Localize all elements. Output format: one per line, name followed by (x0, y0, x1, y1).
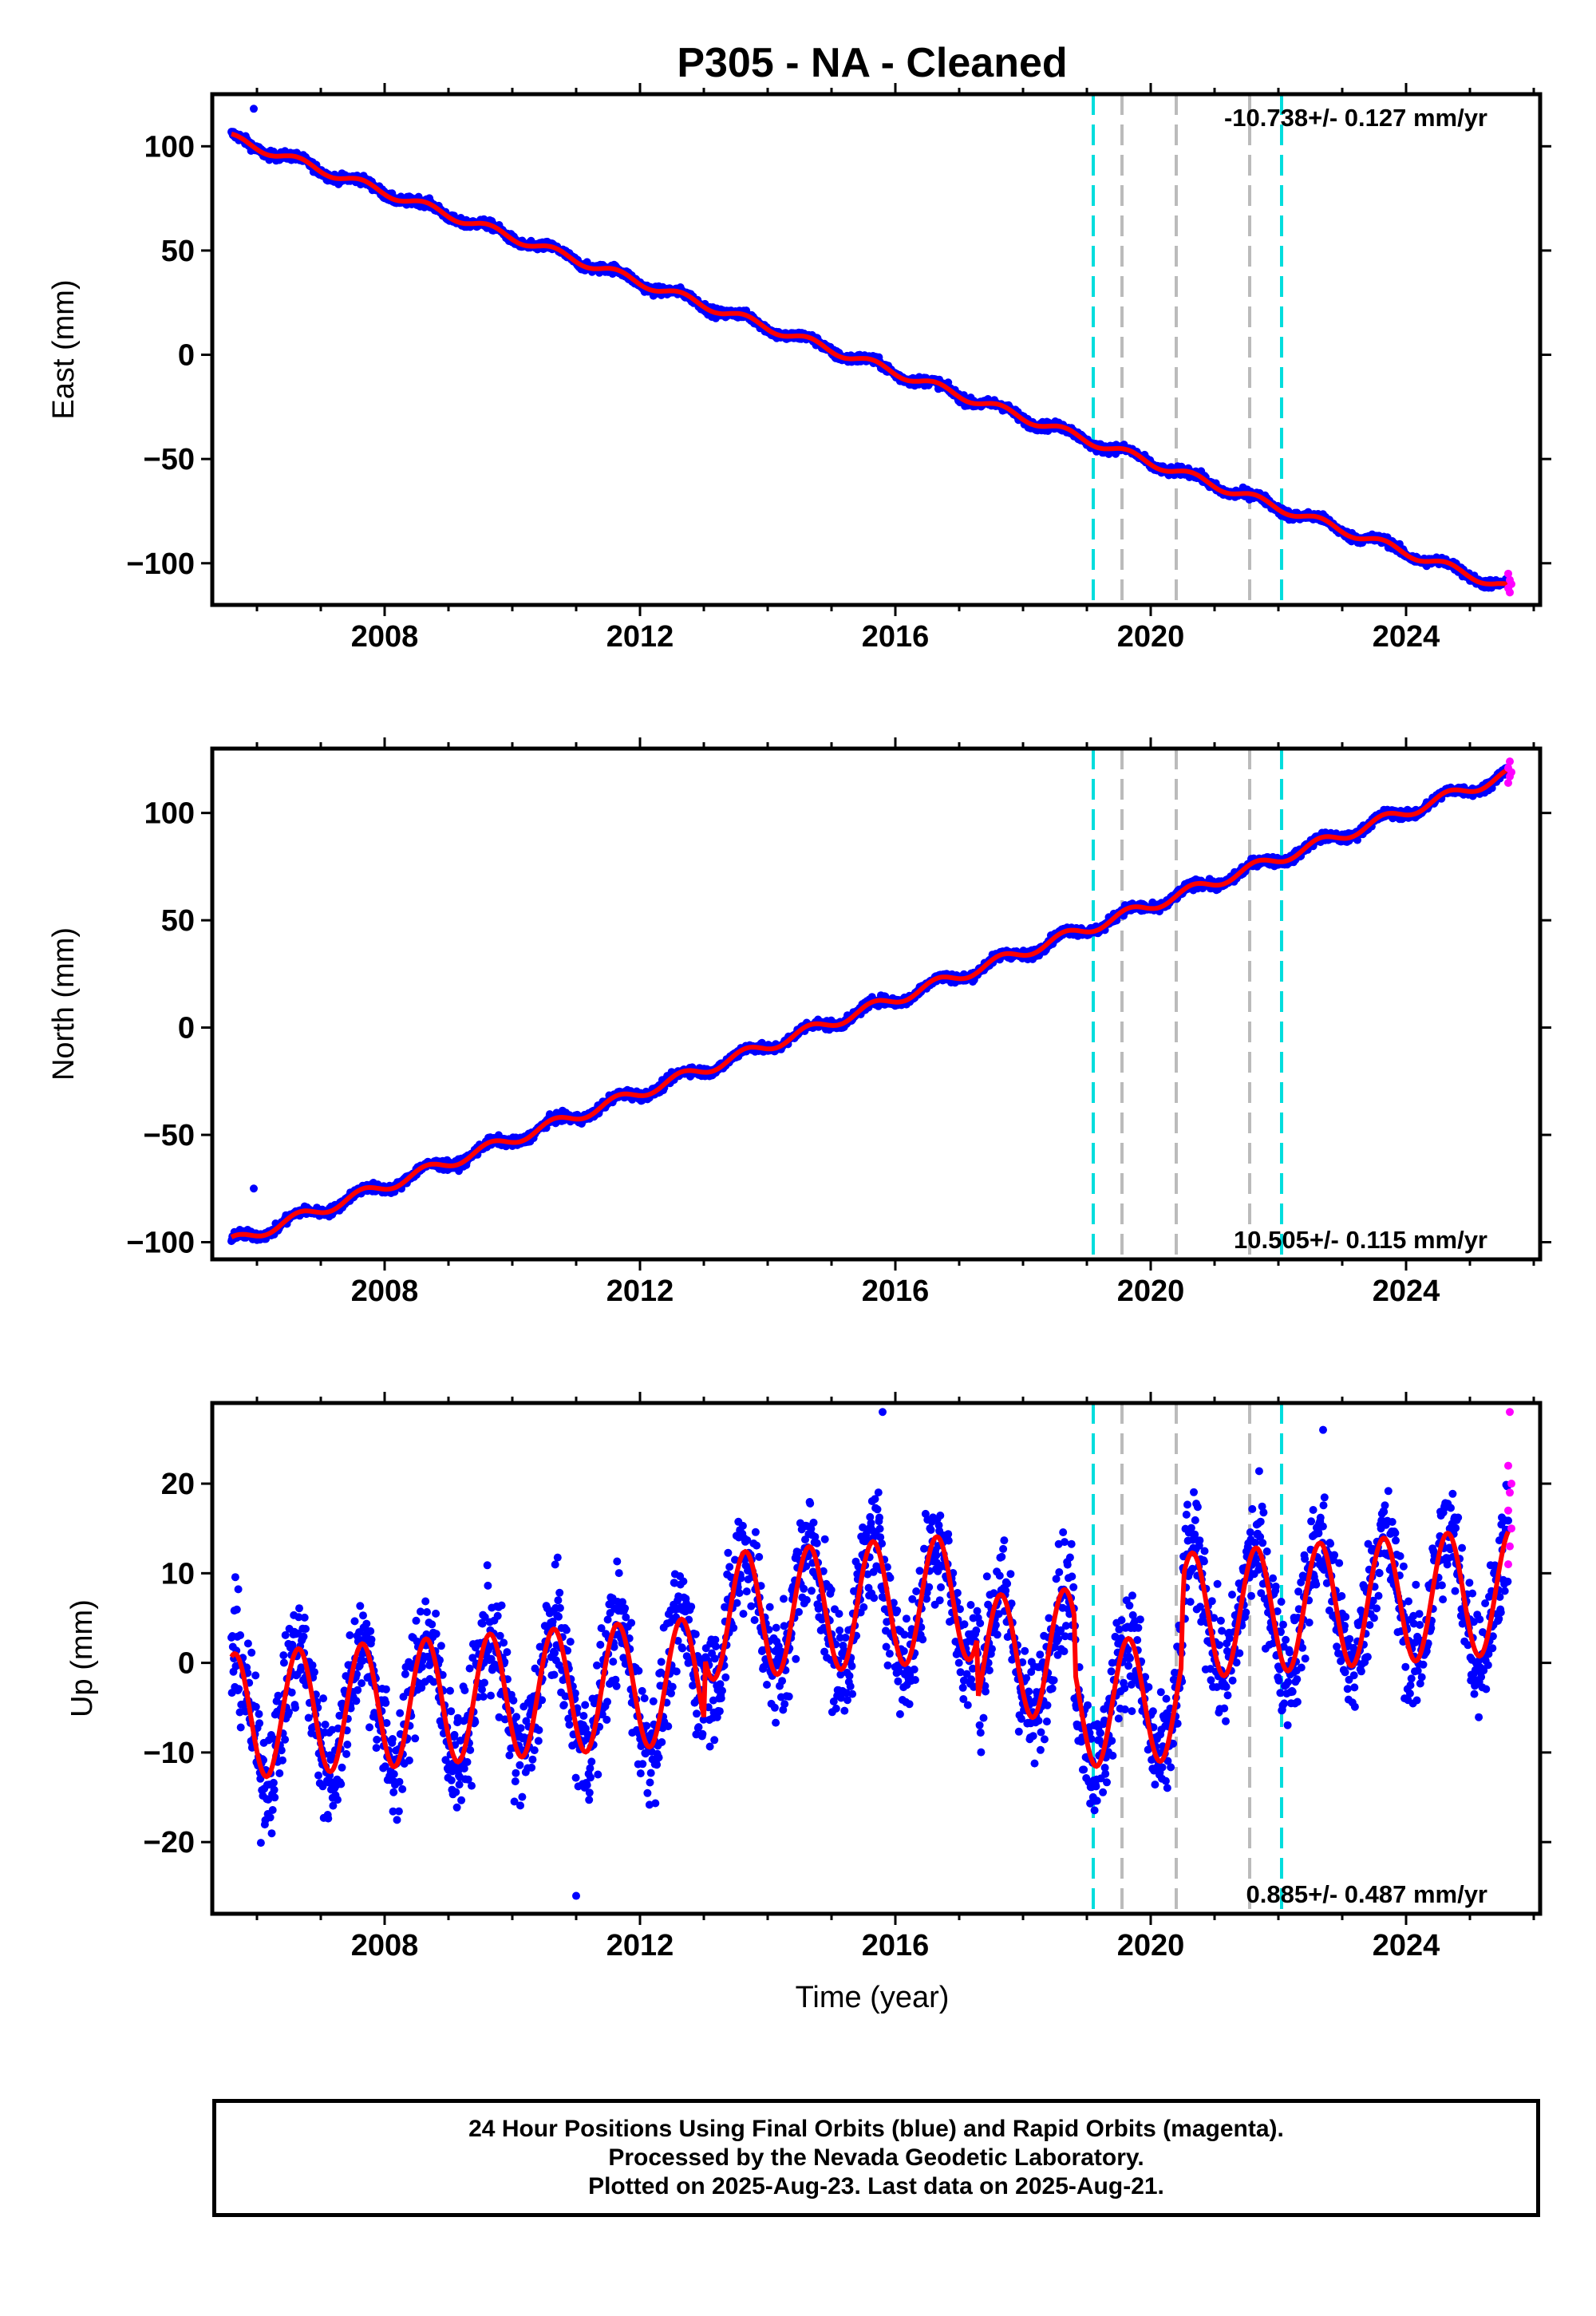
x-tick-label: 2020 (1117, 620, 1185, 654)
plot-area (227, 749, 1515, 1259)
panels: 2008 2012 2016 2020 2024 −100 −50 0 50 100 East (m… (47, 83, 1551, 1962)
rapid-orbit-point (1506, 588, 1514, 597)
rapid-orbit-point (1504, 569, 1512, 578)
model-curve (231, 131, 1509, 587)
y-tick-label: −100 (126, 547, 195, 581)
x-tick-label: 2012 (606, 620, 674, 654)
x-tick-label: 2008 (351, 620, 419, 654)
x-tick-label: 2016 (862, 620, 930, 654)
x-axis-label: Time (year) (796, 1981, 950, 2014)
y-tick-label: 100 (144, 130, 195, 164)
x-tick-label: 2024 (1373, 620, 1440, 654)
outlier-point (250, 105, 258, 113)
panel-1: 2008 2012 2016 2020 2024 −100 −50 0 50 100 East (m… (47, 83, 1551, 654)
chart-title: P305 - NA - Cleaned (677, 40, 1067, 86)
plot-area (227, 94, 1515, 605)
panel-frame (210, 92, 1543, 607)
y-tick-label: 50 (161, 235, 195, 268)
y-tick-label: 0 (178, 339, 195, 373)
rate-label: -10.738+/- 0.127 mm/yr (1224, 104, 1487, 132)
y-tick-label: −50 (144, 443, 195, 476)
y-axis-label: East (mm) (47, 279, 81, 419)
